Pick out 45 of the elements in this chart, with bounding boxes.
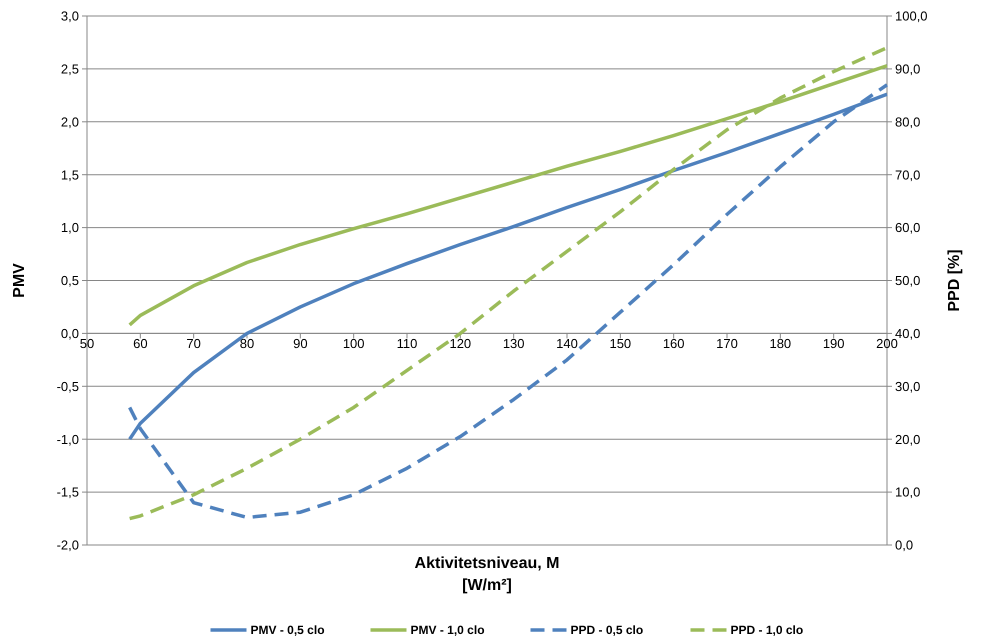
x-tick-label: 150 — [609, 336, 632, 351]
x-tick-label: 100 — [342, 336, 365, 351]
y-tick-label: -1,0 — [56, 432, 79, 447]
y-tick-label: -2,0 — [56, 538, 79, 553]
x-tick-label: 180 — [769, 336, 792, 351]
y-tick-label: 1,5 — [60, 167, 79, 182]
legend-label: PPD - 1,0 clo — [730, 623, 804, 638]
x-tick-label: 140 — [556, 336, 578, 351]
x-tick-label: 80 — [240, 336, 254, 351]
y2-tick-label: 70,0 — [895, 167, 920, 182]
x-tick-label: 130 — [502, 336, 525, 351]
y-tick-label: -1,5 — [56, 484, 79, 500]
y2-tick-label: 60,0 — [895, 220, 920, 236]
legend-label: PMV - 0,5 clo — [250, 623, 325, 638]
x-tick-label: 90 — [293, 336, 308, 351]
y-tick-label: 3,0 — [60, 8, 79, 24]
x-tick-label: 110 — [396, 336, 418, 351]
x-axis-title: Aktivitetsniveau, M [W/m²] — [414, 555, 560, 594]
legend-label: PPD - 0,5 clo — [570, 623, 644, 638]
x-tick-label: 120 — [449, 336, 472, 351]
y-tick-label: 2,5 — [60, 61, 79, 76]
y2-tick-label: 80,0 — [895, 114, 920, 130]
y-tick-label: 1,0 — [60, 220, 79, 236]
x-tick-label: 50 — [80, 336, 94, 351]
x-tick-label: 60 — [133, 336, 148, 351]
y2-tick-label: 100,0 — [895, 8, 928, 24]
x-tick-label: 200 — [876, 336, 898, 351]
y2-tick-label: 50,0 — [895, 273, 920, 288]
y-tick-label: 2,0 — [60, 114, 79, 130]
y2-tick-label: 0,0 — [895, 538, 914, 553]
y-tick-label: 0,5 — [60, 273, 79, 288]
y2-tick-label: 10,0 — [895, 484, 920, 500]
y-tick-label: 0,0 — [60, 326, 79, 341]
legend-label: PMV - 1,0 clo — [410, 623, 485, 638]
y2-tick-label: 20,0 — [895, 432, 920, 447]
y2-tick-label: 90,0 — [895, 61, 920, 76]
y2-tick-label: 30,0 — [895, 378, 920, 394]
x-tick-label: 160 — [662, 336, 685, 351]
x-tick-label: 190 — [822, 336, 845, 351]
y2-tick-label: 40,0 — [895, 326, 920, 341]
y-tick-label: -0,5 — [56, 378, 79, 394]
x-tick-label: 170 — [716, 336, 738, 351]
y-axis-title: PMV — [11, 262, 28, 298]
x-tick-label: 70 — [186, 336, 201, 351]
y2-axis-title: PPD [%] — [946, 249, 963, 312]
